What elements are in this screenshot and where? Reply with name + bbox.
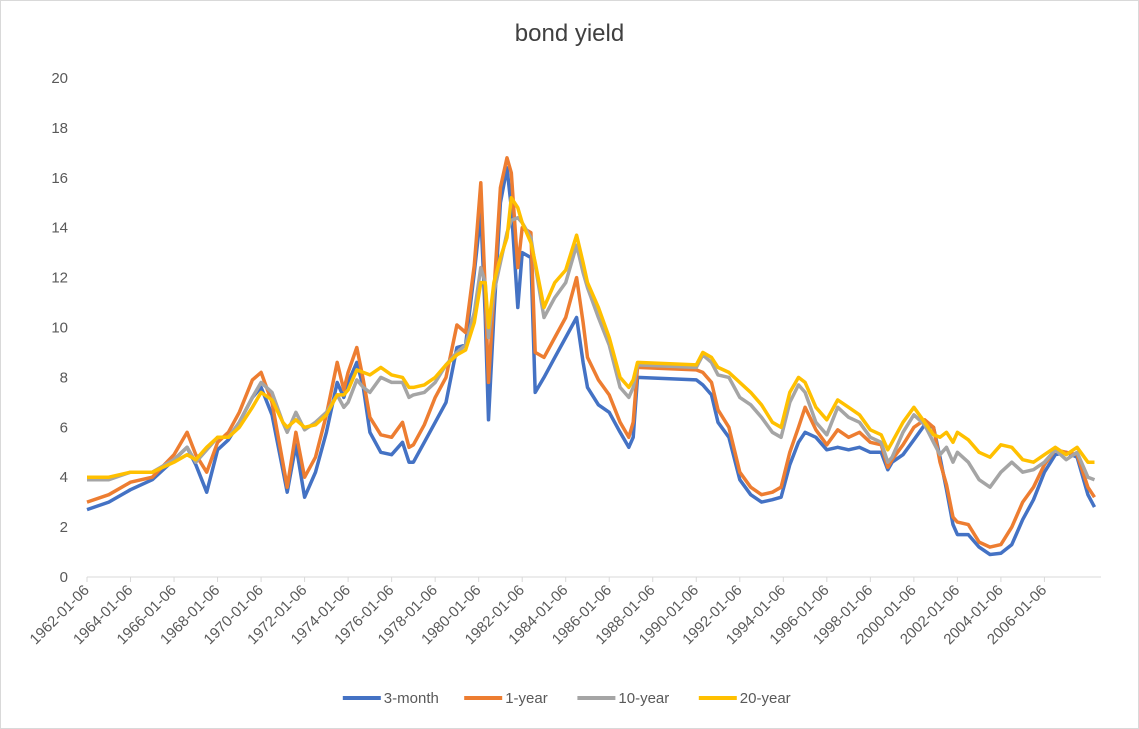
legend-label-3-month: 3-month (384, 690, 439, 707)
legend-label-10-year: 10-year (618, 690, 669, 707)
y-tick-label: 0 (60, 569, 68, 586)
y-tick-label: 4 (60, 469, 68, 486)
y-tick-label: 6 (60, 419, 68, 436)
y-axis-ticks: 0 2 4 6 8 10 12 14 16 18 20 (51, 70, 68, 586)
y-tick-label: 12 (51, 270, 68, 287)
y-tick-label: 18 (51, 120, 68, 137)
series-line-1-year (86, 156, 1096, 549)
legend-label-20-year: 20-year (740, 690, 791, 707)
legend-label-1-year: 1-year (505, 690, 548, 707)
series-line-20-year (87, 196, 1095, 479)
legend: 3-month 1-year 10-year 20-year (342, 690, 791, 707)
y-tick-label: 20 (51, 70, 68, 87)
y-tick-label: 8 (60, 369, 68, 386)
series-line-10-year (87, 215, 1096, 489)
x-axis-ticks: 1962-01-061964-01-061966-01-061968-01-06… (27, 577, 1050, 648)
chart-title: bond yield (514, 20, 625, 47)
y-tick-label: 2 (60, 519, 68, 536)
y-tick-label: 16 (51, 170, 68, 187)
y-tick-label: 10 (51, 320, 68, 337)
series-lines (86, 156, 1097, 557)
y-tick-label: 14 (51, 220, 68, 237)
